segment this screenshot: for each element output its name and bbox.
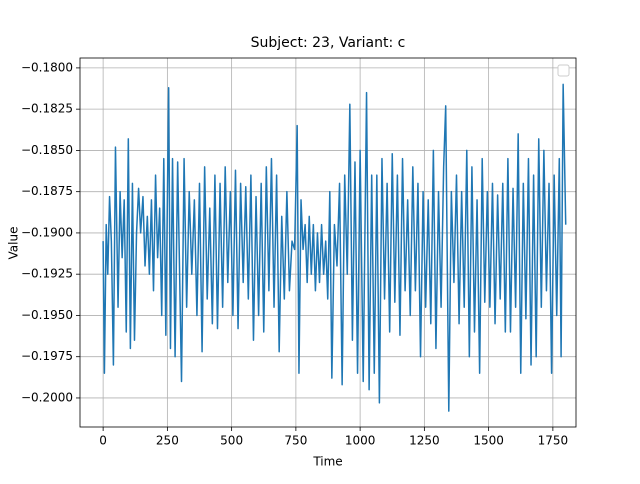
x-tick-label: 500 (220, 434, 243, 448)
x-tick-label: 750 (284, 434, 307, 448)
x-tick-label: 250 (156, 434, 179, 448)
y-tick-label: −0.2000 (21, 390, 73, 404)
x-tick-label: 1500 (473, 434, 504, 448)
y-tick-label: −0.1975 (21, 349, 73, 363)
y-tick-label: −0.1900 (21, 225, 73, 239)
y-tick-label: −0.1950 (21, 308, 73, 322)
line-series (102, 83, 567, 412)
x-tick-label: 1250 (409, 434, 440, 448)
y-tick-label: −0.1850 (21, 143, 73, 157)
y-tick-label: −0.1875 (21, 184, 73, 198)
y-tick-label: −0.1800 (21, 60, 73, 74)
y-tick-label: −0.1825 (21, 102, 73, 116)
x-axis-label: Time (312, 455, 342, 469)
y-axis-label: Value (7, 227, 21, 260)
y-tick-label: −0.1925 (21, 267, 73, 281)
chart-title: Subject: 23, Variant: c (251, 35, 406, 51)
x-tick-label: 0 (99, 434, 107, 448)
legend (557, 64, 570, 77)
x-tick-label: 1750 (538, 434, 569, 448)
x-tick-label: 1000 (345, 434, 376, 448)
axes-frame (79, 57, 577, 428)
